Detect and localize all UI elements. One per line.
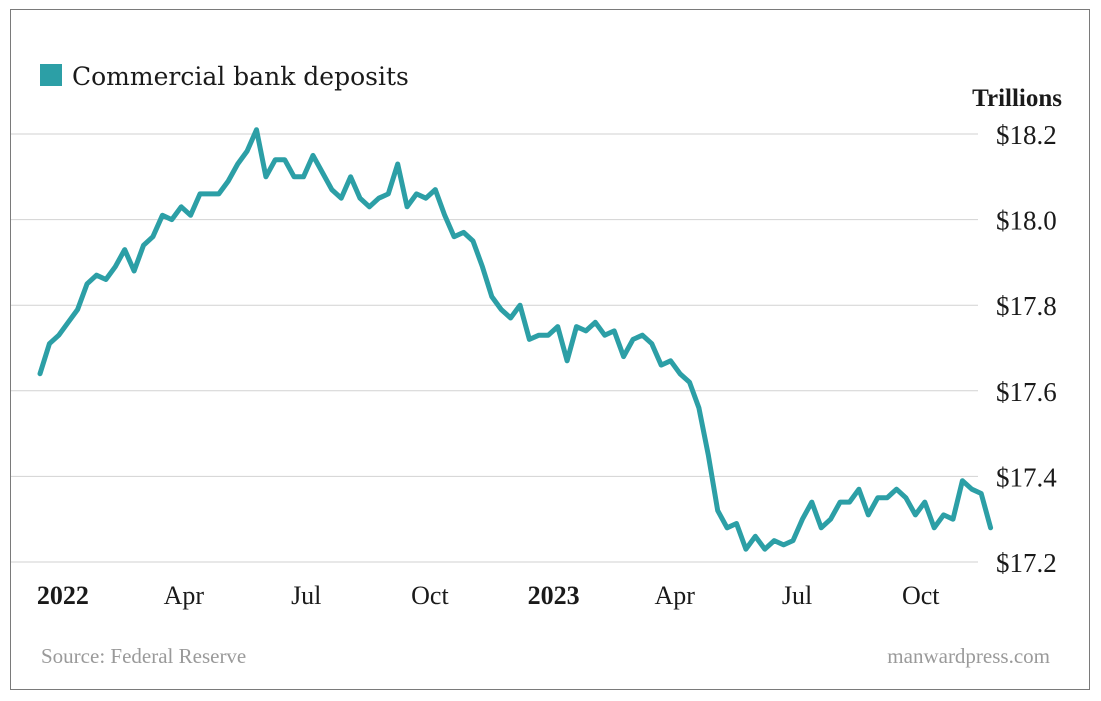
y-tick-label: $17.4 xyxy=(996,462,1057,492)
x-tick-label: 2023 xyxy=(528,581,580,610)
legend-label: Commercial bank deposits xyxy=(72,62,409,91)
y-axis-ticks: $18.2 $18.0 $17.8 $17.6 $17.4 $17.2 xyxy=(996,120,1057,578)
site-credit: manwardpress.com xyxy=(887,644,1050,668)
y-tick-label: $17.6 xyxy=(996,377,1057,407)
legend: Commercial bank deposits xyxy=(40,62,409,91)
y-tick-label: $18.0 xyxy=(996,206,1057,236)
x-tick-label: 2022 xyxy=(37,581,89,610)
x-tick-label: Oct xyxy=(902,581,940,610)
source-note: Source: Federal Reserve xyxy=(41,644,246,668)
chart-frame xyxy=(10,9,1090,690)
series-line-group xyxy=(37,127,994,552)
x-tick-label: Apr xyxy=(164,581,205,610)
y-tick-label: $18.2 xyxy=(996,120,1057,150)
y-tick-label: $17.8 xyxy=(996,291,1057,321)
series-line xyxy=(37,127,994,552)
y-unit-label: Trillions xyxy=(972,85,1062,112)
x-tick-label: Jul xyxy=(291,581,321,610)
y-tick-label: $17.2 xyxy=(996,548,1057,578)
gridlines xyxy=(11,133,978,563)
legend-swatch xyxy=(40,64,62,86)
x-tick-label: Oct xyxy=(411,581,449,610)
x-tick-label: Jul xyxy=(782,581,812,610)
x-tick-label: Apr xyxy=(654,581,695,610)
x-axis-ticks: 2022 Apr Jul Oct 2023 Apr Jul Oct xyxy=(37,581,940,610)
